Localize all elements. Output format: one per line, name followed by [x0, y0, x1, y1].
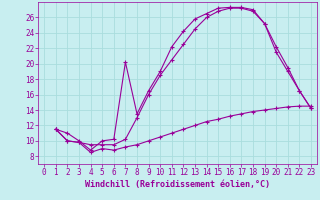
X-axis label: Windchill (Refroidissement éolien,°C): Windchill (Refroidissement éolien,°C)	[85, 180, 270, 189]
